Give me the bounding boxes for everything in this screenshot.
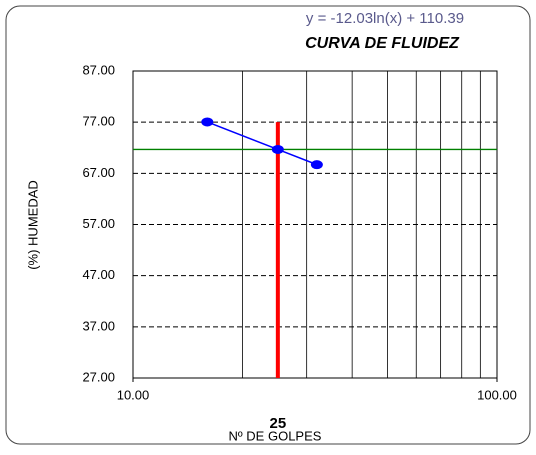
y-axis-label: (%) HUMEDAD	[25, 180, 40, 270]
y-tick-label: 87.00	[82, 62, 115, 77]
data-point	[310, 160, 323, 170]
plot-area	[132, 70, 498, 379]
chart-title: CURVA DE FLUIDEZ	[305, 35, 460, 52]
data-point	[201, 117, 214, 127]
equation: y = -12.03ln(x) + 110.39	[306, 10, 464, 27]
y-tick-label: 77.00	[82, 114, 115, 129]
x-axis-label: Nº DE GOLPES	[229, 428, 322, 443]
data-point	[271, 144, 284, 154]
y-tick-label: 57.00	[82, 216, 115, 231]
y-tick-label: 37.00	[82, 318, 115, 333]
x-tick-label: 100.00	[477, 387, 517, 402]
x-tick-label: 10.00	[117, 387, 150, 402]
y-tick-label: 47.00	[82, 267, 115, 282]
y-tick-label: 67.00	[82, 165, 115, 180]
y-tick-label: 27.00	[82, 369, 115, 384]
reference-x-label: 25	[270, 415, 287, 432]
